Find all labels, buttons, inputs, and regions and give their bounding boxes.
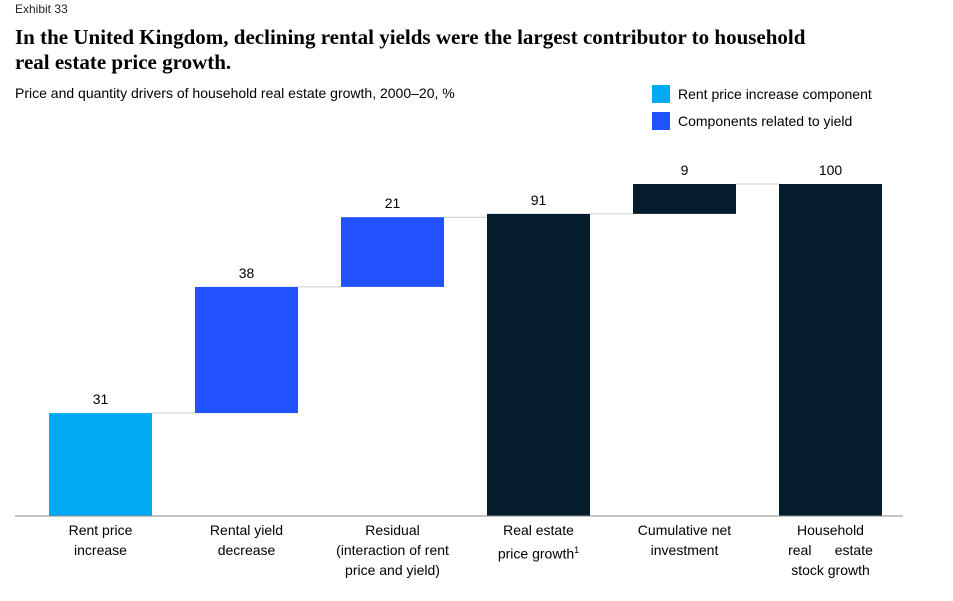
legend-label: Components related to yield	[678, 113, 853, 129]
exhibit-label: Exhibit 33	[15, 2, 68, 16]
tick-label-line: stock growth	[791, 562, 870, 578]
tick-label-line: Cumulative net	[637, 522, 732, 538]
data-label: 21	[385, 195, 401, 211]
bar	[779, 184, 882, 516]
legend-swatch	[652, 112, 670, 130]
x-tick-label: Rental yield decrease	[177, 520, 317, 560]
data-label: 31	[93, 391, 109, 407]
tick-label-line: decrease	[217, 542, 276, 558]
x-tick-label: Residual (interaction of rent price and yi…	[323, 520, 463, 580]
tick-label-line: Household	[797, 522, 864, 538]
tick-label-line: Rental yield	[209, 522, 284, 538]
footnote-marker: 1	[574, 545, 580, 555]
tick-label-line: increase	[74, 542, 127, 558]
bar	[49, 413, 152, 516]
legend-item-rent: Rent price increase component	[652, 85, 872, 103]
tick-label-line: price and yield)	[345, 562, 440, 578]
legend-swatch	[652, 85, 670, 103]
bar	[633, 184, 736, 214]
data-label: 91	[531, 192, 547, 208]
data-label: 38	[239, 265, 255, 281]
tick-label-line: Residual	[365, 522, 420, 538]
legend-label: Rent price increase component	[678, 86, 872, 102]
x-tick-label: Household real estate stock growth	[761, 520, 901, 580]
bar	[487, 213, 590, 516]
legend-item-yield: Components related to yield	[652, 112, 852, 130]
data-label: 100	[819, 162, 843, 178]
chart-subtitle: Price and quantity drivers of household …	[15, 85, 455, 101]
bar	[341, 217, 444, 287]
tick-label-line: real estate	[788, 542, 873, 558]
chart-title: In the United Kingdom, declining rental …	[15, 25, 806, 74]
tick-label-line: investment	[650, 542, 719, 558]
x-tick-label: Cumulative net investment	[615, 520, 755, 560]
x-tick-label: Rent price increase	[31, 520, 171, 560]
tick-label-line: Rent price	[68, 522, 133, 538]
data-label: 9	[681, 162, 689, 178]
bar	[195, 286, 298, 414]
x-tick-label: Real estate price growth1	[469, 520, 609, 564]
tick-label-line: price growth	[497, 545, 575, 562]
tick-label-line: (interaction of rent	[336, 542, 449, 558]
tick-label-line: Real estate	[503, 522, 574, 538]
